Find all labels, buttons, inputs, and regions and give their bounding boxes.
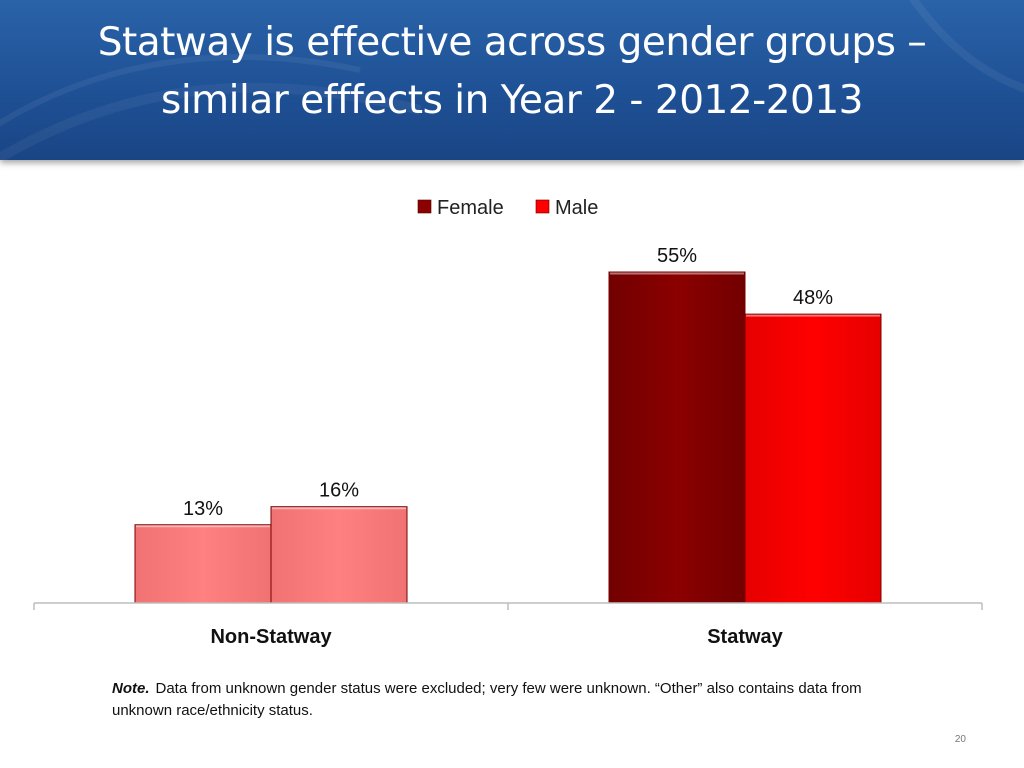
data-label-statway-female: 55% [657,245,697,267]
data-label-statway-male: 48% [793,287,833,309]
slide-header: Statway is effective across gender group… [0,0,1024,160]
page-number: 20 [954,734,966,745]
legend-label-female: Female [437,197,504,219]
slide-title: Statway is effective across gender group… [0,14,1024,130]
title-line-1: Statway is effective across gender group… [97,20,927,65]
bar-non-statway-male [270,506,408,604]
bar-statway-male [744,313,882,604]
data-label-non-statway-female: 13% [183,498,223,520]
footnote: Note. Data from unknown gender status wer… [112,678,872,722]
legend-swatch-female [417,199,432,214]
title-line-2: similar efffects in Year 2 - 2012-2013 [161,78,863,123]
category-label-statway: Statway [707,626,783,648]
category-label-non-statway: Non-Statway [210,626,332,648]
header-swirl-decoration [0,0,1024,160]
bar-non-statway-female [134,524,272,604]
note-text: Data from unknown gender status were exc… [112,680,862,719]
bar-chart: Female Male 13% 16% Non-Statway 55% 48% Statway [33,197,983,648]
data-label-non-statway-male: 16% [319,480,359,502]
legend-label-male: Male [555,197,598,219]
note-label: Note. [112,680,150,697]
legend-swatch-male [535,199,550,214]
bar-statway-female [608,271,746,604]
